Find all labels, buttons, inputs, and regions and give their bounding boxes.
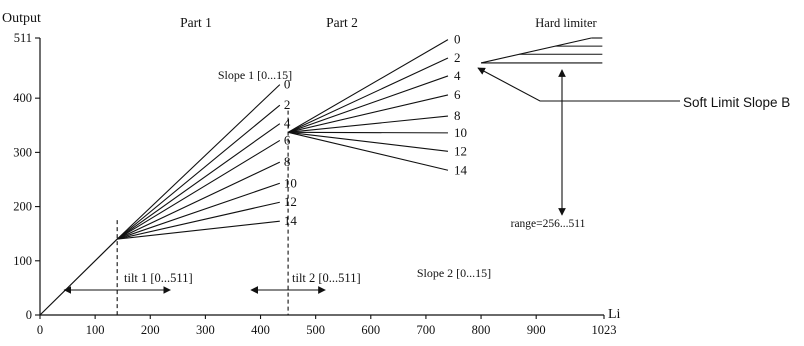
x-tick-label: 700 [417,323,436,337]
part2-slope-line [287,75,449,133]
x-tick-label: 400 [251,323,270,337]
y-tick-label: 100 [13,254,32,268]
tilt2-label: tilt 2 [0...511] [292,271,361,285]
part1-slope-line [116,104,281,240]
part2-slope-label: 2 [454,50,461,65]
part1-slope-label: 10 [284,175,297,190]
part1-slope-label: 8 [284,154,291,169]
part1-slope-label: 12 [284,194,297,209]
x-axis-title: Li [608,307,621,322]
x-tick-label: 300 [196,323,215,337]
part2-slope-label: 12 [454,143,467,158]
soft-limit-line [480,37,592,64]
part2-slope-line [288,131,448,134]
part1-slope-label: 6 [284,132,291,147]
range-label: range=256...511 [511,218,586,230]
part1-label: Part 1 [180,15,212,30]
slope2-label: Slope 2 [0...15] [417,266,491,280]
x-tick-label: 500 [306,323,325,337]
part1-slope-line [116,161,281,240]
y-tick-label: 511 [14,31,32,45]
tilt1-label: tilt 1 [0...511] [124,271,193,285]
x-tick-label: 600 [361,323,380,337]
part2-slope-label: 10 [454,125,467,140]
x-tick-label: 1023 [592,323,617,337]
part2-slope-label: 6 [454,87,461,102]
part2-slope-line [287,131,449,171]
y-tick-label: 0 [26,308,32,322]
part2-slope-label: 14 [454,162,468,177]
part1-slope-line [116,139,281,240]
part1-slope-label: 4 [284,116,291,131]
hard-limiter-label: Hard limiter [535,16,597,30]
slope1-label: Slope 1 [0...15] [218,68,292,82]
part2-slope-label: 4 [454,68,461,83]
part1-slope-label: 14 [284,213,298,228]
x-tick-label: 0 [37,323,43,337]
part2-slope-line [287,94,449,133]
part1-slope-line [117,182,281,240]
part2-slope-line [287,57,449,133]
y-tick-label: 200 [13,200,32,214]
part2-slope-label: 8 [454,108,461,123]
base-curve-line [39,238,118,316]
y-tick-label: 300 [13,145,32,159]
part2-slope-label: 0 [454,32,461,47]
x-tick-label: 800 [472,323,491,337]
y-axis-title: Output [2,11,41,26]
part1-slope-line [117,201,280,240]
part1-slope-label: 2 [284,97,291,112]
part2-slope-line [288,131,449,152]
part2-slope-line [287,39,449,133]
part1-slope-line [116,123,281,240]
part1-slope-label: 0 [284,77,291,92]
x-tick-label: 100 [86,323,105,337]
part2-label: Part 2 [326,15,358,30]
x-tick-label: 200 [141,323,160,337]
part1-slope-line [116,84,281,240]
y-tick-label: 400 [13,91,32,105]
soft-limit-pointer [477,67,680,102]
part2-slope-line [288,115,449,133]
x-tick-label: 900 [527,323,546,337]
soft-limit-label: Soft Limit Slope B [683,95,790,110]
part1-slope-line [117,220,280,240]
